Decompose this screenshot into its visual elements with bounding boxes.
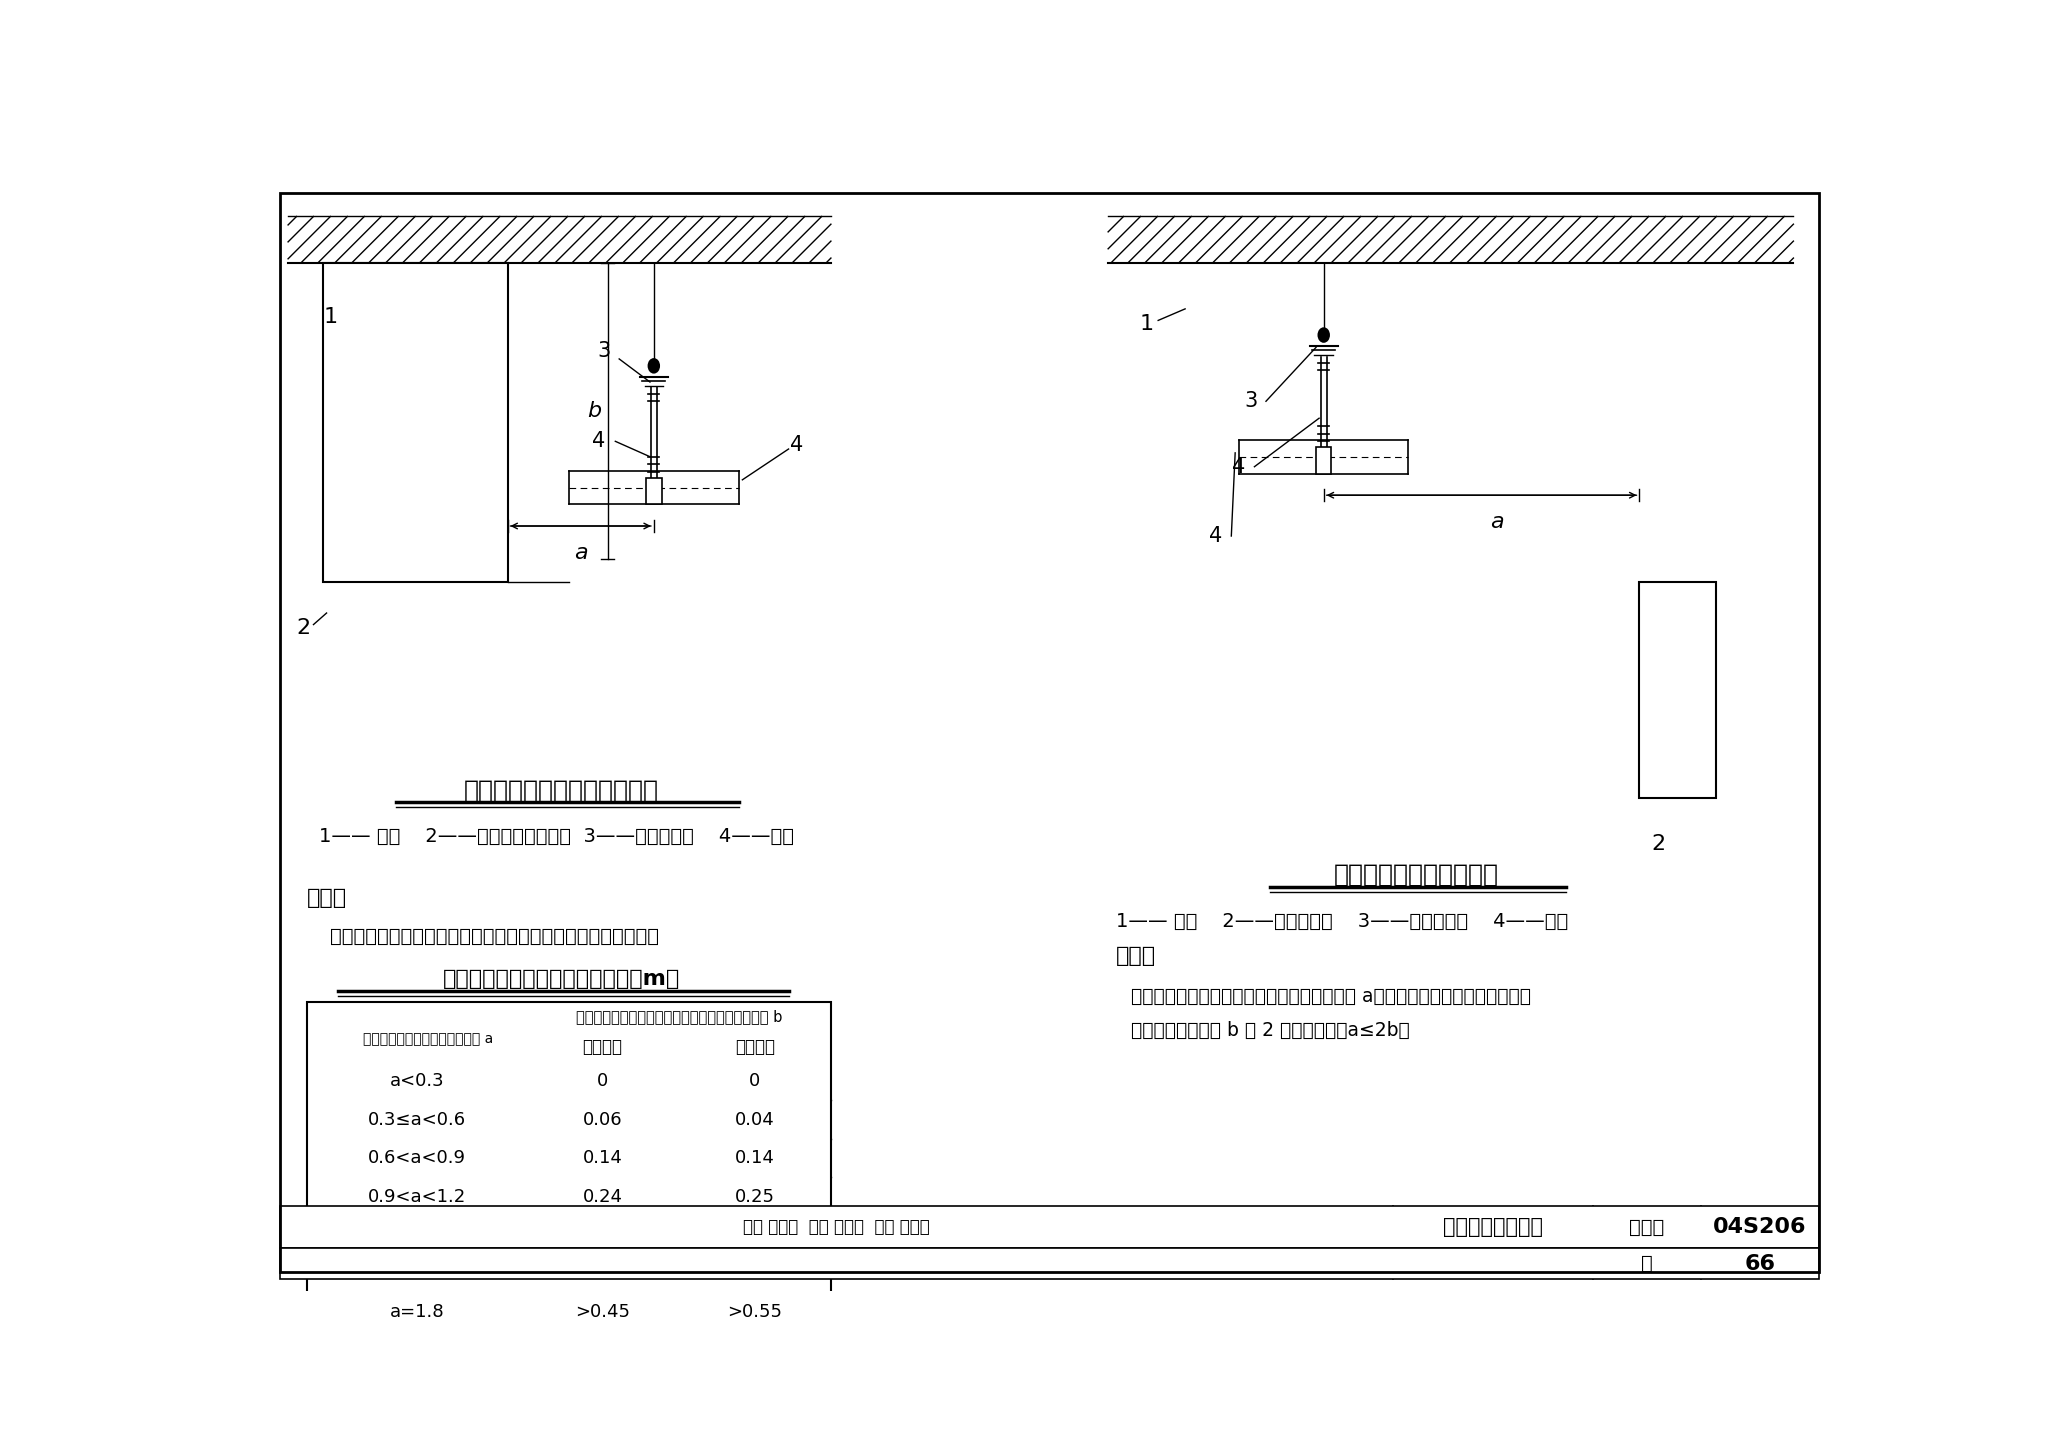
Text: a=1.8: a=1.8: [389, 1303, 444, 1322]
Text: 直立型、下垂型喷头与梁、通风管道的距离宜符合下表的规定：: 直立型、下垂型喷头与梁、通风管道的距离宜符合下表的规定：: [330, 927, 659, 946]
Text: 1.2<a<1.5: 1.2<a<1.5: [369, 1226, 467, 1244]
Text: 4: 4: [1233, 457, 1245, 477]
Text: 3: 3: [1243, 392, 1257, 411]
Text: a: a: [1491, 512, 1503, 533]
Text: 0.04: 0.04: [735, 1110, 774, 1129]
Text: 0.6<a<0.9: 0.6<a<0.9: [369, 1149, 467, 1167]
Text: 2: 2: [297, 618, 311, 638]
Text: >0.45: >0.45: [575, 1303, 631, 1322]
Text: 4: 4: [791, 435, 803, 456]
Text: 4: 4: [592, 431, 604, 451]
Text: 喷头与梁、通风管道的水平距离（m）: 喷头与梁、通风管道的水平距离（m）: [442, 969, 680, 988]
Bar: [1317, 447, 1331, 473]
Text: 0.38: 0.38: [735, 1226, 774, 1244]
Text: 3: 3: [598, 341, 610, 361]
Text: 1—— 顶板    2——不到顶隔墙    3——直立型喷头    4——管道: 1—— 顶板 2——不到顶隔墙 3——直立型喷头 4——管道: [1116, 911, 1569, 930]
Bar: [645, 479, 662, 505]
Bar: [281, 1248, 1819, 1280]
Text: 0.14: 0.14: [735, 1149, 774, 1167]
Text: 0.9<a<1.2: 0.9<a<1.2: [369, 1188, 467, 1206]
Text: 1: 1: [324, 306, 338, 326]
Text: 喷头的布置示意图: 喷头的布置示意图: [1444, 1217, 1542, 1238]
Text: 0.25: 0.25: [735, 1188, 774, 1206]
Text: a<0.3: a<0.3: [389, 1072, 444, 1090]
Text: 1.5<a<1.8: 1.5<a<1.8: [369, 1265, 467, 1283]
Text: 2: 2: [1651, 834, 1665, 855]
Text: 标准喷头: 标准喷头: [582, 1037, 623, 1055]
Text: 其他喷头: 其他喷头: [735, 1037, 774, 1055]
Text: 隔墙顶面垂直距离 b 的 2 倍，即满足：a≤2b。: 隔墙顶面垂直距离 b 的 2 倍，即满足：a≤2b。: [1130, 1022, 1409, 1040]
Text: 0.06: 0.06: [584, 1110, 623, 1129]
Text: 1—— 顶板    2——梁（或通风管道）  3——直立型喷头    4——管道: 1—— 顶板 2——梁（或通风管道） 3——直立型喷头 4——管道: [319, 827, 795, 846]
Text: 喷头溅水盘与梁或通风管道的底面的最大垂直距离 b: 喷头溅水盘与梁或通风管道的底面的最大垂直距离 b: [575, 1008, 782, 1024]
Text: b: b: [586, 400, 600, 421]
Text: 审核 王川冲  校对 巳伯纲  设计 亢之钊: 审核 王川冲 校对 巳伯纲 设计 亢之钊: [743, 1217, 930, 1236]
Text: >0.55: >0.55: [727, 1303, 782, 1322]
Bar: [324, 263, 508, 582]
Text: 直立型、下垂型喷头与不到顶隔墙的水平距离 a，不得大于喷头溅水盘与不到顶: 直立型、下垂型喷头与不到顶隔墙的水平距离 a，不得大于喷头溅水盘与不到顶: [1130, 987, 1532, 1006]
Text: 喷头与梁、通风管道的水平距离 a: 喷头与梁、通风管道的水平距离 a: [362, 1033, 494, 1046]
Bar: [1638, 582, 1716, 798]
Text: 说明：: 说明：: [1116, 946, 1155, 966]
Text: 04S206: 04S206: [1714, 1217, 1806, 1238]
Text: a: a: [573, 543, 588, 563]
Bar: [307, 1001, 831, 1332]
Text: 0.35: 0.35: [582, 1226, 623, 1244]
Text: 喷头与梁、通风管道的关系图: 喷头与梁、通风管道的关系图: [465, 778, 659, 802]
Text: 0.45: 0.45: [582, 1265, 623, 1283]
Text: 说明：: 说明：: [307, 888, 348, 908]
Text: 0.3≤a<0.6: 0.3≤a<0.6: [369, 1110, 467, 1129]
Text: 0: 0: [596, 1072, 608, 1090]
Text: 0.55: 0.55: [735, 1265, 774, 1283]
Ellipse shape: [649, 358, 659, 373]
Text: 0.24: 0.24: [582, 1188, 623, 1206]
Ellipse shape: [1319, 328, 1329, 342]
Text: 0.14: 0.14: [584, 1149, 623, 1167]
Text: 4: 4: [1208, 527, 1223, 546]
Text: 0: 0: [750, 1072, 760, 1090]
Text: 图集号: 图集号: [1630, 1217, 1665, 1236]
Text: 66: 66: [1745, 1254, 1776, 1274]
Bar: [281, 1206, 1819, 1248]
Text: 1: 1: [1139, 315, 1153, 334]
Text: 页: 页: [1640, 1254, 1653, 1273]
Text: 喷头与不到顶隔墙关系图: 喷头与不到顶隔墙关系图: [1333, 863, 1499, 887]
